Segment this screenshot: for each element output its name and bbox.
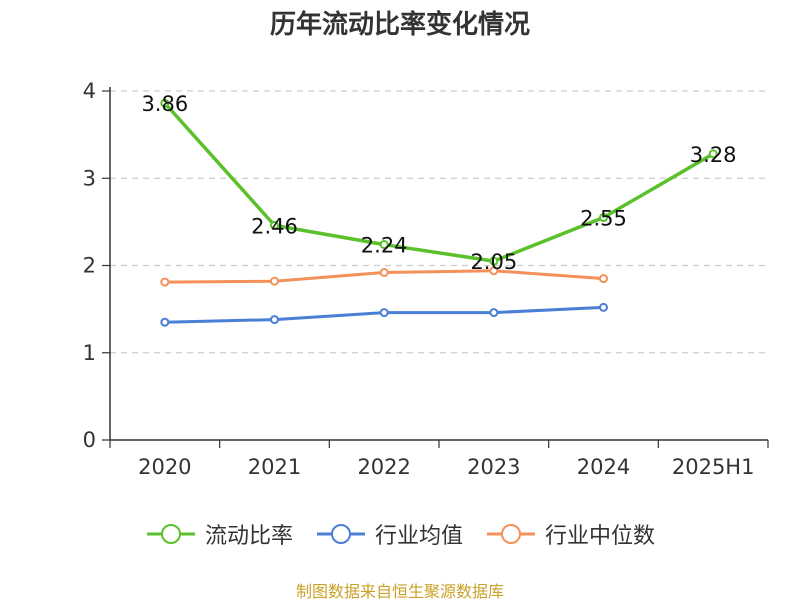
x-tick-label: 2024 <box>577 455 630 479</box>
data-label: 3.86 <box>141 92 188 116</box>
data-point <box>599 302 608 312</box>
data-point <box>160 277 170 287</box>
data-labels: 3.86 2.46 2.24 2.05 2.55 3.28 <box>141 92 736 274</box>
legend-item-industry-mean[interactable]: 行业均值 <box>315 518 463 550</box>
legend-label: 流动比率 <box>204 524 293 549</box>
y-tick-label: 0 <box>83 428 96 452</box>
y-tick-label: 4 <box>83 79 96 103</box>
y-tick-label: 1 <box>83 341 96 365</box>
data-point <box>270 315 279 325</box>
data-label: 2.46 <box>251 214 298 238</box>
x-tick-label: 2021 <box>248 455 301 479</box>
data-point <box>270 220 279 230</box>
data-label: 3.28 <box>690 143 737 167</box>
data-point <box>160 98 170 108</box>
data-point <box>599 274 608 284</box>
legend-label: 行业均值 <box>374 524 463 549</box>
data-point <box>379 267 389 277</box>
data-point <box>379 308 389 318</box>
x-tick-label: 2020 <box>138 455 191 479</box>
series-lines <box>160 98 718 327</box>
legend-item-industry-median[interactable]: 行业中位数 <box>485 518 655 550</box>
data-point <box>270 276 279 286</box>
x-tick-label: 2023 <box>467 455 520 479</box>
legend-label: 行业中位数 <box>545 524 656 549</box>
data-label: 2.24 <box>361 234 408 258</box>
data-point <box>708 149 718 159</box>
data-point <box>599 213 608 223</box>
y-tick-label: 3 <box>83 166 96 190</box>
legend-item-current-ratio[interactable]: 流动比率 <box>145 518 293 550</box>
source-note: 制图数据来自恒生聚源数据库 <box>295 582 504 601</box>
legend-marker-icon <box>316 524 365 544</box>
legend-marker-icon <box>146 524 195 544</box>
axes: 0 1 2 3 4 2020 2021 2022 2023 2024 2025H1 <box>83 79 769 479</box>
y-tick-label: 2 <box>83 254 96 278</box>
legend-marker-icon <box>487 524 535 544</box>
data-label: 2.55 <box>580 207 627 231</box>
series-line <box>163 101 715 263</box>
chart-title: 历年流动比率变化情况 <box>269 10 530 40</box>
x-tick-label: 2025H1 <box>672 455 755 479</box>
data-point <box>160 317 170 327</box>
legend: 流动比率 行业均值 行业中位数 <box>0 518 800 550</box>
x-tick-label: 2022 <box>357 455 410 479</box>
data-point <box>489 266 499 276</box>
data-point <box>489 308 499 318</box>
data-point <box>379 240 389 250</box>
data-label: 2.05 <box>470 250 517 274</box>
data-point <box>489 256 499 266</box>
